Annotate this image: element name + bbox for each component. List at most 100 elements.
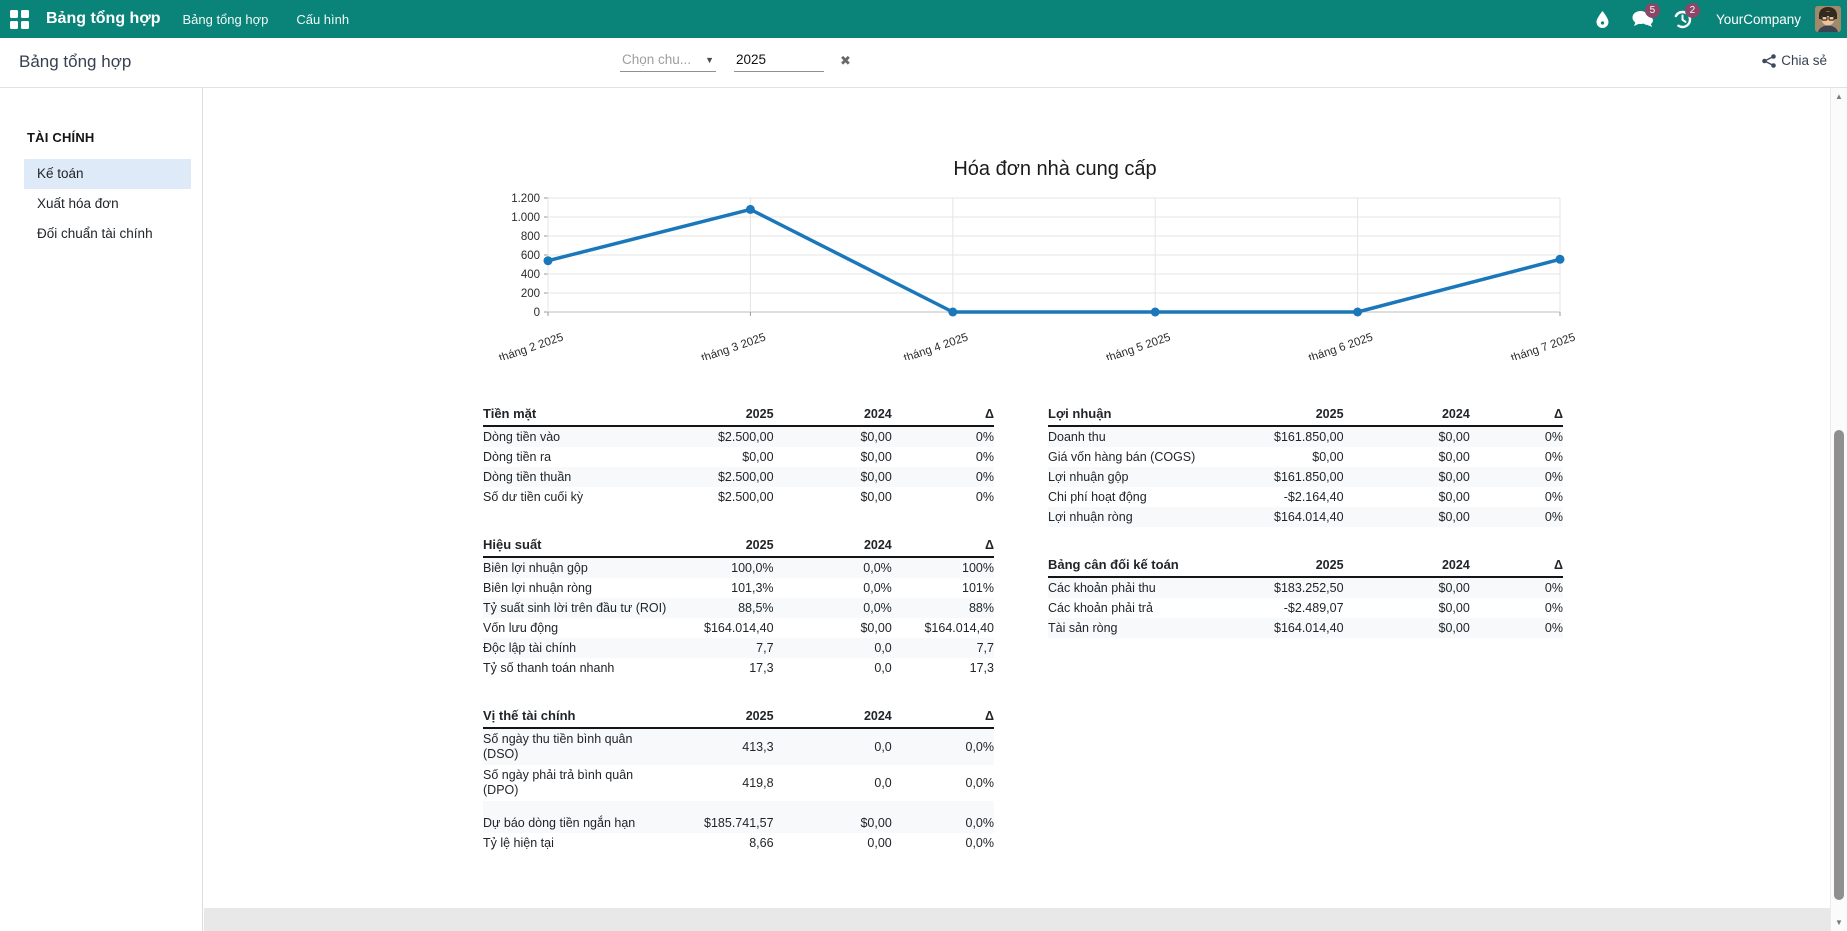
row-value: $161.850,00 <box>1274 430 1344 444</box>
row-value: $0,00 <box>742 450 774 464</box>
table-row: Dự báo dòng tiền ngắn hạn $185.741,57 $0,0… <box>483 813 994 833</box>
row-label: Biên lợi nhuận ròng <box>483 581 592 595</box>
messages-icon[interactable]: 5 <box>1628 0 1660 38</box>
row-label: Biên lợi nhuận gộp <box>483 561 588 575</box>
row-value: $2.500,00 <box>717 430 774 444</box>
sidebar-item-xuat-hoa-don[interactable]: Xuất hóa đơn <box>37 196 119 211</box>
company-switcher[interactable]: YourCompany <box>1715 11 1801 27</box>
row-value: 0,0% <box>863 561 892 575</box>
row-label: Lợi nhuận gộp <box>1048 470 1129 484</box>
row-value: 88,5% <box>738 601 774 615</box>
messages-badge: 5 <box>1644 3 1660 18</box>
row-label: Tỷ suất sinh lời trên đầu tư (ROI) <box>483 601 667 615</box>
supplier-invoices-line-chart: 0 200 400 600 800 1.000 1.200 tháng 2 2025 tháng… <box>498 193 1577 360</box>
scroll-up-icon[interactable]: ▲ <box>1835 92 1843 101</box>
svg-text:400: 400 <box>521 269 540 281</box>
row-value: 0,0% <box>965 740 995 754</box>
table-row: Chi phí hoạt động -$2.164,40 $0,00 0% <box>1048 487 1563 507</box>
svg-text:1.000: 1.000 <box>511 212 540 224</box>
row-value: 0% <box>1544 450 1563 464</box>
row-value: $0,00 <box>860 430 892 444</box>
row-value: 7,7 <box>756 641 774 655</box>
table-row: Các khoản phải trả -$2.489,07 $0,00 0% <box>1048 598 1563 618</box>
table-column-header: 2024 <box>1343 402 1470 427</box>
svg-text:0: 0 <box>534 307 540 319</box>
scrollbar-thumb[interactable] <box>1834 430 1844 900</box>
row-value: 0% <box>1544 621 1563 635</box>
row-value: $0,00 <box>1438 490 1470 504</box>
clear-filter-icon[interactable]: ✖ <box>840 53 851 68</box>
sidebar-section-title: TÀI CHÍNH <box>27 130 95 145</box>
row-value: $164.014,40 <box>1274 621 1344 635</box>
filters: Chọn chu... ▼ ✖ <box>620 50 853 72</box>
menu-item-configuration[interactable]: Cấu hình <box>296 11 350 27</box>
kpi-table: Tiền mặt 2025 2024 Δ Dòng tiền vào $2.500,00 $… <box>483 402 994 507</box>
svg-text:tháng 3 2025: tháng 3 2025 <box>700 331 767 360</box>
row-value: 0% <box>975 430 994 444</box>
table-column-header: 2024 <box>1343 553 1470 578</box>
table-column-header: 2025 <box>1263 553 1344 578</box>
share-label: Chia sẻ <box>1781 53 1827 68</box>
row-value: $0,00 <box>1438 430 1470 444</box>
kpi-table: Bảng cân đối kế toán 2025 2024 Δ Các khoản p… <box>1048 553 1563 638</box>
row-label: Giá vốn hàng bán (COGS) <box>1048 450 1196 464</box>
app-name[interactable]: Bảng tổng hợp <box>46 10 161 27</box>
row-label: Dòng tiền vào <box>483 430 561 444</box>
table-row: Số dư tiền cuối kỳ $2.500,00 $0,00 0% <box>483 487 994 507</box>
row-value: 0% <box>975 470 994 484</box>
row-value: 100% <box>962 561 994 575</box>
droplet-icon[interactable] <box>1588 0 1618 38</box>
svg-text:1.200: 1.200 <box>511 193 540 205</box>
row-value: -$2.489,07 <box>1283 601 1344 615</box>
row-label: Lợi nhuận ròng <box>1048 510 1133 524</box>
row-value: $0,00 <box>1438 601 1470 615</box>
menu-item-dashboard[interactable]: Bảng tổng hợp <box>182 11 269 27</box>
table-row: Doanh thu $161.850,00 $0,00 0% <box>1048 426 1563 447</box>
row-value: $0,00 <box>860 470 892 484</box>
table-title: Vị thế tài chính <box>483 704 689 729</box>
share-button[interactable]: Chia sẻ <box>1762 53 1827 68</box>
row-value: $0,00 <box>860 490 892 504</box>
row-value: 101,3% <box>731 581 774 595</box>
svg-text:800: 800 <box>521 231 540 243</box>
year-input[interactable] <box>734 50 824 72</box>
vertical-scrollbar[interactable]: ▲ ▼ <box>1830 88 1847 931</box>
row-value: 88% <box>968 601 994 615</box>
sidebar-item-ke-toan[interactable]: Kế toán <box>24 159 191 189</box>
table-column-header: 2025 <box>1263 402 1344 427</box>
table-row: Dòng tiền vào $2.500,00 $0,00 0% <box>483 426 994 447</box>
user-avatar[interactable] <box>1815 6 1841 32</box>
table-column-header: 2024 <box>773 402 892 427</box>
table-row: Các khoản phải thu $183.252,50 $0,00 0% <box>1048 577 1563 598</box>
scroll-down-icon[interactable]: ▼ <box>1835 918 1843 927</box>
table-title: Lợi nhuận <box>1048 402 1264 427</box>
table-row: Tỷ suất sinh lời trên đầu tư (ROI) 88,5% 0… <box>483 598 994 618</box>
table-row: Số ngày thu tiền bình quân (DSO) 413,3 0,0… <box>483 728 994 765</box>
chevron-down-icon: ▼ <box>705 54 714 65</box>
table-row: Tài sản ròng $164.014,40 $0,00 0% <box>1048 618 1563 638</box>
row-value: $161.850,00 <box>1274 470 1344 484</box>
table-title: Hiệu suất <box>483 533 689 558</box>
table-column-header: Δ <box>891 533 994 558</box>
sidebar: TÀI CHÍNH Kế toán Xuất hóa đơn Đối chuẩn… <box>0 88 203 931</box>
kpi-tables-left-column: Tiền mặt 2025 2024 Δ Dòng tiền vào $2.500,00 $… <box>483 402 994 879</box>
row-value: 419,8 <box>742 776 774 790</box>
row-label: Tỷ lệ hiện tại <box>483 836 554 850</box>
row-value: $164.014,40 <box>704 621 774 635</box>
row-value: 17,3 <box>969 661 994 675</box>
table-row: Biên lợi nhuận gộp 100,0% 0,0% 100% <box>483 557 994 578</box>
row-value: 7,7 <box>976 641 994 655</box>
row-value: 0,0% <box>863 601 892 615</box>
svg-text:600: 600 <box>521 250 540 262</box>
row-label: Dòng tiền ra <box>483 450 552 464</box>
table-row: Tỷ số thanh toán nhanh 17,3 0,0 17,3 <box>483 658 994 678</box>
apps-menu-button[interactable] <box>0 0 38 38</box>
sidebar-item-doi-chuan-tai-chinh[interactable]: Đối chuẩn tài chính <box>37 226 153 241</box>
period-select[interactable]: Chọn chu... ▼ <box>620 50 716 72</box>
row-value: 0% <box>1544 470 1563 484</box>
row-value: 413,3 <box>742 740 774 754</box>
activities-clock-icon[interactable]: 2 <box>1668 0 1700 38</box>
period-select-placeholder: Chọn chu... <box>622 52 692 67</box>
row-value: $0,00 <box>1438 581 1470 595</box>
svg-text:tháng 2 2025: tháng 2 2025 <box>498 331 565 360</box>
